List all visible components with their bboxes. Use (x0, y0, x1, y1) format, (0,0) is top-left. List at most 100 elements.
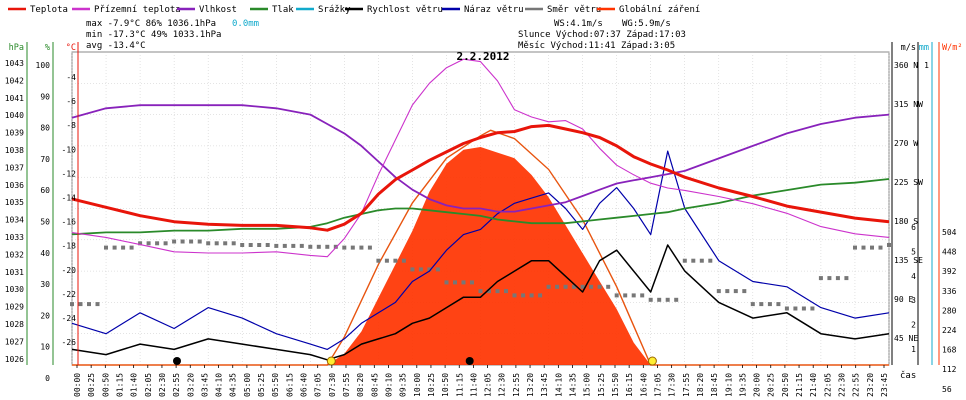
humidity-tick: 30 (40, 280, 50, 289)
series-smer-vetru-point (801, 306, 806, 311)
legend-label-vlhkost: Vlhkost (199, 5, 237, 15)
x-tick-label: 02:55 (172, 373, 181, 397)
series-smer-vetru-point (529, 293, 534, 298)
series-smer-vetru-point (104, 245, 108, 250)
series-smer-vetru-point (674, 297, 679, 302)
x-tick-label: 06:15 (285, 373, 294, 397)
stats-moon: Měsíc Východ:11:41 Západ:3:05 (518, 41, 675, 51)
radiation-tick: 448 (942, 248, 957, 257)
hpa-tick: 1038 (5, 146, 24, 155)
stats-min: min -17.3°C 49% 1033.1hPa (86, 30, 221, 40)
wind-direction-tick: 270 W (894, 139, 918, 148)
legend-label-rychlost-vetru: Rychlost větru (367, 5, 443, 15)
temperature-tick: -14 (62, 194, 77, 203)
stats-block: max -7.9°C 86% 1036.1hPa 0.0mm min -17.3… (86, 19, 686, 51)
humidity-tick: 50 (40, 218, 50, 227)
series-smer-vetru-point (699, 258, 704, 263)
stats-wg: WG:5.9m/s (622, 19, 671, 29)
series-smer-vetru-point (563, 284, 568, 289)
x-tick-label: 07:05 (314, 373, 323, 397)
series-smer-vetru-point (155, 241, 160, 246)
x-tick-label: 08:20 (356, 373, 365, 397)
x-tick-label: 22:05 (823, 373, 832, 397)
series-smer-vetru-point (461, 280, 466, 285)
humidity-tick: 60 (40, 186, 50, 195)
series-smer-vetru-point (810, 306, 815, 311)
series-smer-vetru-point (716, 289, 721, 294)
series-smer-vetru-point (623, 293, 628, 298)
radiation-tick: 392 (942, 267, 957, 276)
series-smer-vetru-point (504, 289, 508, 294)
temperature-tick: -22 (62, 290, 77, 299)
humidity-tick: 0 (45, 374, 50, 383)
x-tick-label: 02:30 (158, 373, 167, 397)
radiation-tick: 168 (942, 346, 957, 355)
series-smer-vetru-point (546, 284, 551, 289)
legend: Teplota Přízemní teplota Vlhkost Tlak Srážky… (8, 5, 700, 15)
series-smer-vetru-point (121, 245, 126, 250)
series-smer-vetru-point (376, 258, 381, 263)
legend-label-teplota: Teplota (30, 5, 68, 15)
series-smer-vetru-point (878, 245, 883, 250)
sun-marker (326, 356, 336, 366)
x-tick-label: 18:45 (710, 373, 719, 397)
wind-direction-tick: 135 SE (894, 256, 923, 265)
radiation-tick: 112 (942, 365, 957, 374)
series-smer-vetru-point (316, 244, 321, 249)
x-tick-label: 19:10 (724, 373, 733, 397)
x-tick-label: 18:20 (696, 373, 705, 397)
x-tick-label: 15:50 (611, 373, 620, 397)
chart-title: 2.2.2012 (457, 50, 510, 63)
series-smer-vetru-point (359, 245, 364, 250)
series-smer-vetru-point (640, 293, 645, 298)
series-smer-vetru-point (648, 297, 653, 302)
x-tick-label: 12:30 (498, 373, 507, 397)
x-tick-label: 23:45 (880, 373, 889, 397)
x-tick-label: 15:00 (583, 373, 592, 397)
series-smer-vetru-point (665, 297, 670, 302)
stats-sun: Slunce Východ:07:37 Západ:17:03 (518, 30, 686, 40)
series-smer-vetru-point (835, 276, 840, 281)
temperature-tick: -8 (66, 121, 76, 130)
stats-max-rain: 0.0mm (232, 19, 259, 29)
x-tick-label: 16:40 (639, 373, 648, 397)
series-smer-vetru-point (784, 306, 789, 311)
hpa-tick: 1028 (5, 320, 24, 329)
humidity-axis-label: % (45, 43, 50, 53)
series-smer-vetru-point (189, 239, 194, 244)
series-globalni-zareni (72, 147, 889, 365)
wind-speed-tick: 2 (911, 321, 916, 330)
x-tick-label: 03:45 (200, 373, 209, 397)
wind-speed-tick: 3 (911, 296, 916, 305)
x-tick-label: 03:20 (186, 373, 195, 397)
series-smer-vetru-point (453, 280, 457, 285)
series-smer-vetru-point (521, 293, 526, 298)
series-smer-vetru-point (580, 284, 585, 289)
radiation-tick: 224 (942, 326, 957, 335)
series-smer-vetru-point (299, 243, 304, 248)
hpa-tick: 1034 (5, 216, 24, 225)
legend-label-tlak: Tlak (272, 5, 294, 15)
x-tick-label: 01:15 (116, 373, 125, 397)
plot-area (70, 58, 891, 366)
temperature-tick: -26 (62, 338, 77, 347)
series-smer-vetru-point (512, 293, 517, 298)
series-smer-vetru-point (95, 302, 100, 307)
x-tick-label: 11:15 (455, 373, 464, 397)
series-smer-vetru-point (631, 293, 636, 298)
x-tick-label: 17:05 (654, 373, 663, 397)
series-smer-vetru-point (393, 258, 398, 263)
hpa-tick: 1030 (5, 285, 24, 294)
temperature-tick: -10 (62, 145, 77, 154)
series-smer-vetru-point (870, 245, 874, 250)
humidity-tick: 100 (36, 61, 51, 70)
wind-speed-tick: 4 (911, 272, 916, 281)
series-smer-vetru-point (742, 289, 747, 294)
x-tick-label: 10:25 (427, 373, 436, 397)
series-smer-vetru-point (325, 244, 330, 249)
series-smer-vetru-point (759, 302, 764, 307)
legend-label-srazky: Srážky (318, 5, 351, 15)
x-tick-label: 19:35 (738, 373, 747, 397)
stats-ws: WS:4.1m/s (554, 19, 603, 29)
